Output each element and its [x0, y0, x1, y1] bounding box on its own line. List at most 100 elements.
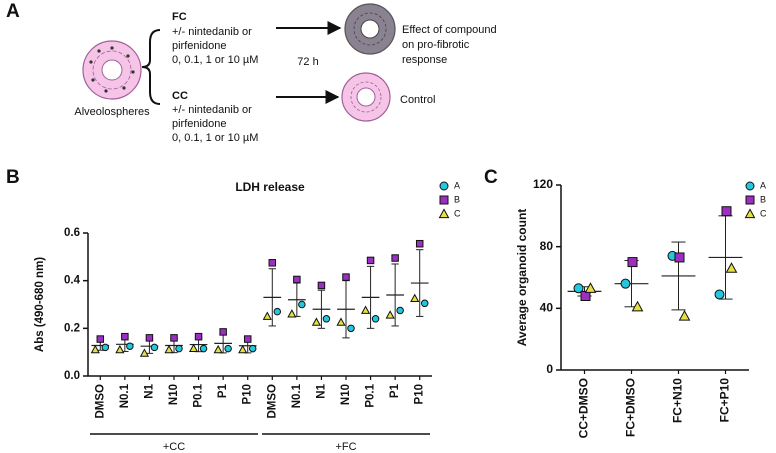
- data-point: [96, 335, 105, 343]
- data-point: [262, 311, 272, 320]
- x-tick-label: P0.1: [193, 383, 205, 407]
- data-point: [584, 282, 597, 293]
- data-point: [385, 310, 395, 319]
- data-point: [139, 348, 150, 357]
- data-point: [213, 344, 223, 354]
- data-point: [714, 289, 725, 300]
- y-tick-label: 120: [533, 177, 553, 191]
- y-tick-label: 40: [540, 301, 554, 315]
- data-point: [287, 309, 297, 318]
- data-point: [721, 206, 732, 217]
- time-label: 72 h: [297, 56, 318, 68]
- condition-text: +/- nintedanib or: [172, 26, 252, 38]
- data-point: [170, 334, 178, 342]
- y-axis-title: Abs (490-680 nm): [34, 257, 46, 352]
- data-point: [238, 344, 248, 354]
- x-tick-label: CC+DMSO: [577, 378, 591, 438]
- condition-text: +/- nintedanib or: [172, 104, 252, 116]
- legend-marker: [745, 195, 755, 205]
- data-point: [678, 309, 691, 321]
- organoid-fibrotic: [344, 3, 396, 55]
- outcome-text: response: [402, 54, 447, 66]
- condition-text: pirfenidone: [172, 40, 226, 52]
- x-tick-label: N10: [340, 384, 352, 405]
- condition-text: 0, 0.1, 1 or 10 µM: [172, 54, 258, 66]
- y-tick-label: 0.4: [64, 275, 81, 287]
- data-point: [199, 344, 208, 353]
- data-point: [175, 344, 183, 353]
- x-tick-label: N1: [143, 383, 155, 398]
- panel-label: C: [484, 167, 498, 188]
- data-point: [322, 315, 331, 323]
- condition-text: 0, 0.1, 1 or 10 µM: [172, 132, 258, 144]
- y-tick-label: 0.6: [64, 227, 80, 239]
- data-point: [101, 343, 110, 352]
- outcome-text: Effect of compound: [402, 24, 497, 36]
- legend-label: A: [760, 180, 766, 190]
- x-tick-label: N1: [315, 383, 327, 398]
- y-tick-label: 0.0: [64, 370, 80, 382]
- data-point: [248, 344, 257, 353]
- y-tick-label: 0: [546, 362, 553, 376]
- condition-text: pirfenidone: [172, 118, 226, 130]
- legend-label: B: [454, 194, 460, 204]
- data-point: [366, 256, 375, 265]
- x-tick-label: P10: [414, 384, 426, 404]
- data-point: [268, 259, 277, 267]
- condition-label: CC: [172, 90, 188, 102]
- legend-marker: [438, 208, 450, 219]
- legend-marker: [745, 181, 755, 191]
- x-tick-label: P0.1: [365, 383, 377, 407]
- chart-title: LDH release: [235, 180, 305, 194]
- x-tick-label: DMSO: [266, 384, 278, 419]
- outcome-text: on pro-fibrotic: [402, 39, 470, 51]
- data-point: [420, 299, 429, 308]
- data-point: [188, 343, 199, 353]
- data-point: [336, 317, 346, 326]
- data-point: [391, 254, 399, 262]
- data-point: [573, 283, 584, 294]
- legend-label: B: [760, 194, 766, 204]
- y-axis-title: Average organoid count: [515, 209, 529, 347]
- x-tick-label: P1: [389, 383, 401, 398]
- data-point: [126, 342, 134, 350]
- organoid-control: [341, 72, 391, 122]
- x-tick-label: N0.1: [291, 383, 303, 408]
- x-tick-label: N0.1: [119, 383, 131, 408]
- x-tick-label: N10: [168, 384, 180, 405]
- x-tick-label: FC+N10: [671, 378, 685, 423]
- data-point: [347, 324, 355, 333]
- panel-label: B: [6, 167, 20, 188]
- organoid-source: [82, 40, 142, 100]
- data-point: [298, 300, 306, 309]
- x-tick-label: P1: [217, 383, 229, 398]
- data-point: [273, 307, 282, 316]
- data-point: [145, 334, 154, 342]
- legend-marker: [744, 208, 756, 219]
- x-tick-label: DMSO: [94, 384, 106, 419]
- data-point: [674, 252, 685, 263]
- data-point: [194, 332, 203, 341]
- group-label: +FC: [335, 441, 356, 453]
- data-point: [620, 278, 631, 289]
- legend-marker: [439, 195, 449, 205]
- data-point: [164, 344, 174, 354]
- data-point: [311, 317, 322, 326]
- data-point: [243, 335, 252, 343]
- data-point: [631, 300, 644, 312]
- data-point: [219, 328, 227, 336]
- panel-label: A: [6, 1, 20, 22]
- data-point: [90, 344, 100, 354]
- data-point: [360, 305, 371, 314]
- data-point: [293, 275, 301, 284]
- data-point: [121, 332, 129, 341]
- brace: [141, 29, 161, 105]
- legend-label: A: [454, 180, 460, 190]
- legend-label: C: [454, 208, 461, 218]
- data-point: [371, 315, 380, 323]
- data-point: [415, 239, 424, 248]
- diagram-label: Alveolospheres: [74, 106, 150, 118]
- y-tick-label: 0.2: [64, 322, 80, 334]
- data-point: [580, 291, 591, 301]
